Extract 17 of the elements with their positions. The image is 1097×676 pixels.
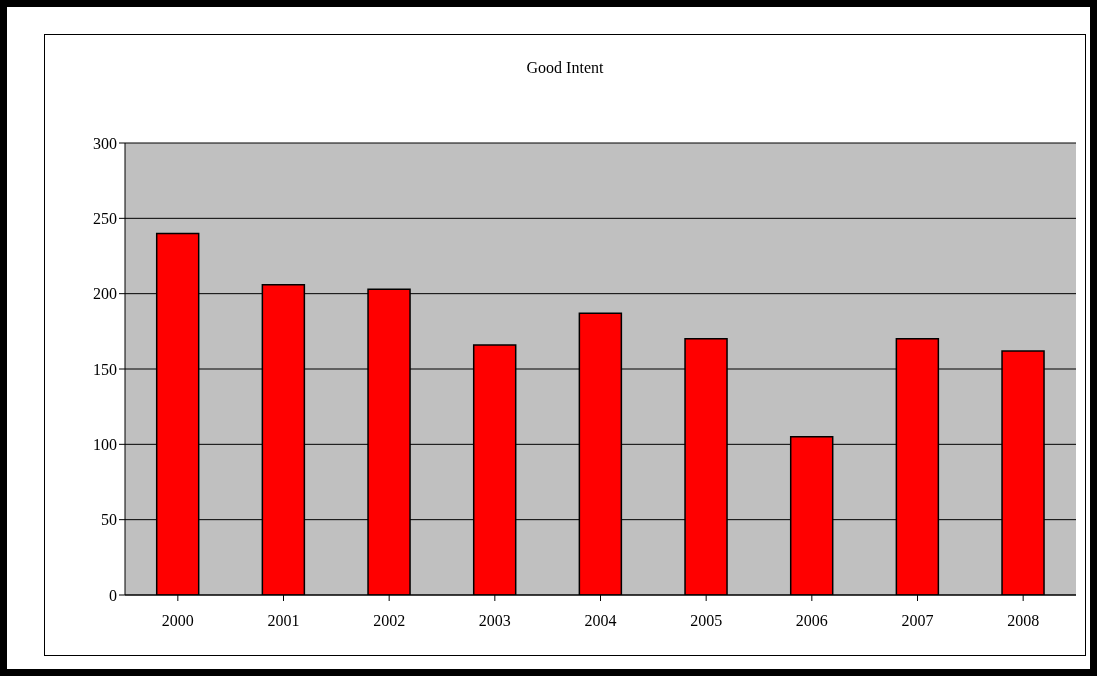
x-tick-label: 2007 bbox=[901, 612, 934, 630]
x-tick-label: 2002 bbox=[373, 612, 406, 630]
y-tick-label: 100 bbox=[93, 436, 117, 454]
y-tick-label: 150 bbox=[93, 360, 117, 378]
chart-title: Good Intent bbox=[525, 59, 605, 77]
x-tick-label: 2008 bbox=[1007, 612, 1040, 630]
x-tick-label: 2001 bbox=[267, 612, 300, 630]
y-tick-label: 50 bbox=[101, 511, 117, 529]
x-tick-label: 2000 bbox=[161, 612, 194, 630]
y-tick-label: 250 bbox=[93, 210, 117, 228]
x-tick-label: 2005 bbox=[690, 612, 723, 630]
x-tick-label: 2006 bbox=[795, 612, 828, 630]
y-tick-label: 0 bbox=[109, 586, 117, 604]
x-tick-label: 2004 bbox=[584, 612, 617, 630]
y-tick-label: 300 bbox=[93, 134, 117, 152]
x-tick-label: 2003 bbox=[478, 612, 511, 630]
y-tick-label: 200 bbox=[93, 285, 117, 303]
